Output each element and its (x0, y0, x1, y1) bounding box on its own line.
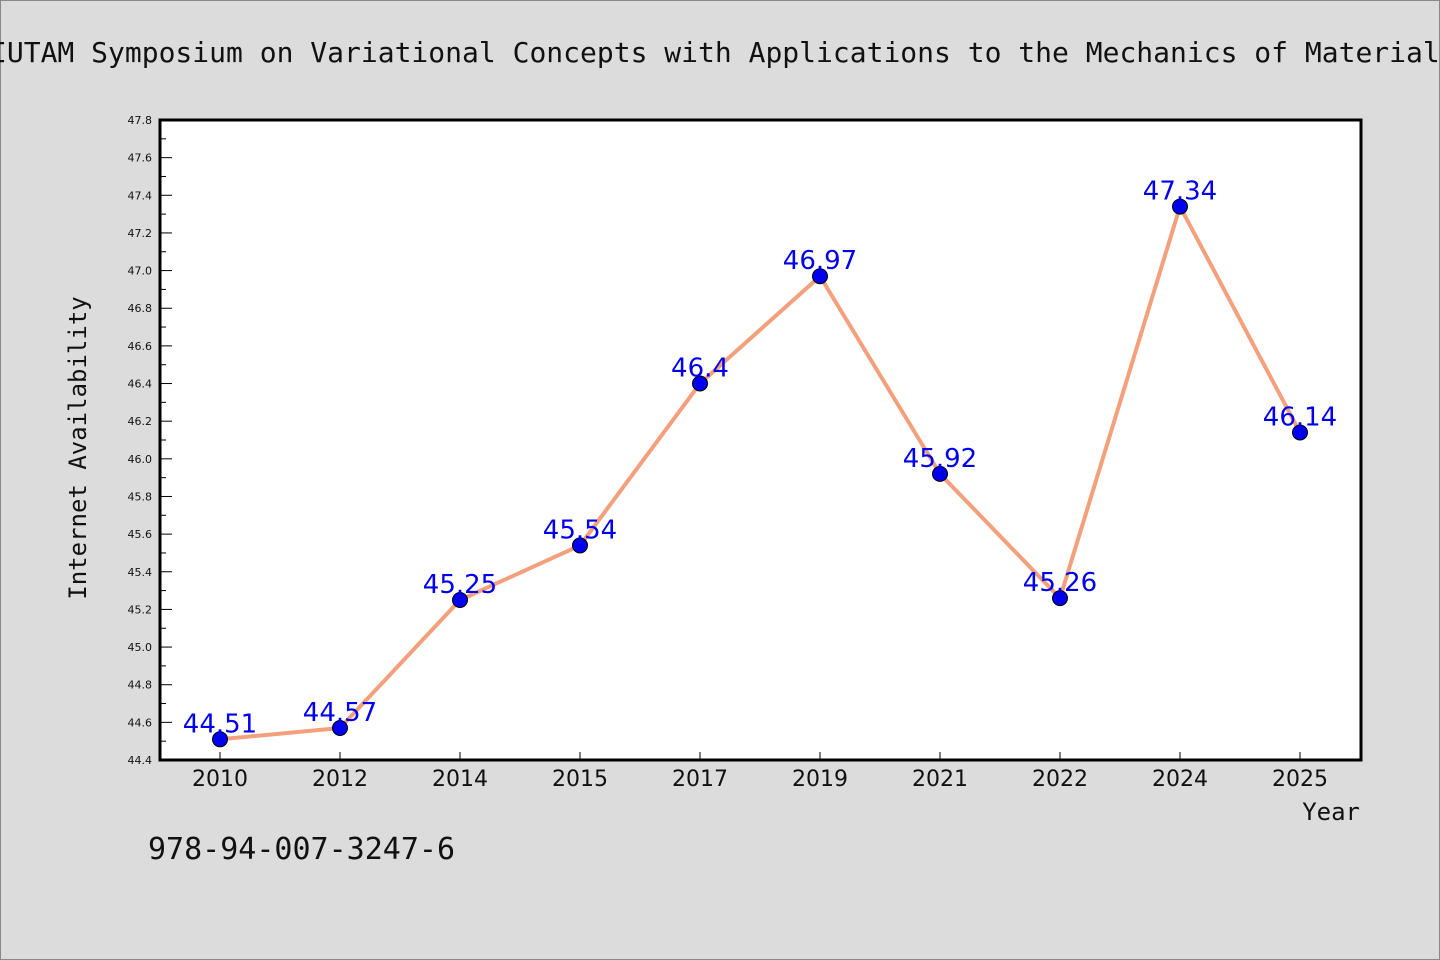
y-tick-label: 46.0 (128, 453, 153, 466)
data-point (812, 268, 828, 285)
y-tick-label: 46.4 (128, 378, 153, 391)
plot-area (158, 118, 1363, 762)
data-label: 44.57 (303, 698, 377, 728)
x-tick-label: 2010 (192, 767, 248, 792)
data-point (932, 465, 948, 482)
x-tick-label: 2021 (912, 767, 968, 792)
x-axis-title: Year (1302, 798, 1360, 826)
y-tick-label: 46.2 (128, 415, 153, 428)
data-point (332, 720, 348, 736)
y-tick-label: 44.8 (128, 679, 153, 692)
y-tick-label: 47.6 (128, 152, 153, 165)
data-point (1172, 198, 1188, 215)
y-tick-label: 47.4 (128, 189, 153, 202)
y-tick-label: 45.4 (128, 566, 153, 579)
y-axis-title: Internet Availability (64, 296, 92, 599)
data-point (572, 537, 588, 554)
data-point (452, 592, 468, 608)
y-tick-label: 47.8 (128, 114, 153, 127)
y-tick-label: 45.0 (128, 641, 153, 654)
chart-title: IUTAM Symposium on Variational Concepts … (0, 36, 1440, 69)
isbn-text: 978-94-007-3247-6 (148, 832, 456, 867)
data-label: 46.97 (783, 246, 857, 276)
data-label: 44.51 (183, 709, 257, 739)
x-tick-label: 2017 (672, 767, 728, 792)
x-tick-label: 2025 (1272, 767, 1328, 792)
data-label: 45.92 (903, 444, 977, 474)
y-tick-label: 45.6 (128, 528, 153, 541)
series-line (219, 204, 1302, 742)
data-label: 45.54 (543, 515, 617, 545)
data-point (1292, 424, 1308, 441)
x-tick-label: 2019 (792, 767, 848, 792)
data-label: 46.4 (671, 354, 729, 384)
data-label: 45.25 (423, 570, 497, 600)
data-markers (212, 198, 1308, 748)
data-point (692, 375, 708, 392)
y-tick-label: 47.0 (128, 265, 153, 278)
data-label: 47.34 (1143, 177, 1217, 207)
y-tick-label: 45.8 (128, 490, 153, 503)
y-tick-label: 44.4 (128, 754, 153, 767)
data-point (1052, 590, 1068, 607)
y-tick-label: 44.6 (128, 716, 153, 729)
y-tick-label: 47.2 (128, 227, 153, 240)
data-labels: 44.51 44.57 45.25 45.54 46.4 46.97 45.92 45.26 4… (183, 177, 1337, 740)
y-tick-label: 46.8 (128, 302, 153, 315)
y-tick-label: 46.6 (128, 340, 153, 353)
y-tick-label: 45.2 (128, 603, 153, 616)
data-label: 46.14 (1263, 402, 1337, 432)
y-axis: 44.4 44.6 44.8 45.0 45.2 45.4 45.6 45.8 46.0 46.2… (128, 114, 172, 767)
x-tick-label: 2012 (312, 767, 368, 792)
x-tick-label: 2022 (1032, 767, 1088, 792)
x-tick-label: 2015 (552, 767, 608, 792)
x-tick-label: 2014 (432, 767, 488, 792)
x-tick-label: 2024 (1152, 767, 1208, 792)
x-axis: 2010 2012 2014 2015 2017 2019 2021 2022 2024 2025 (192, 752, 1328, 792)
data-label: 45.26 (1023, 568, 1097, 598)
data-point (212, 731, 228, 748)
